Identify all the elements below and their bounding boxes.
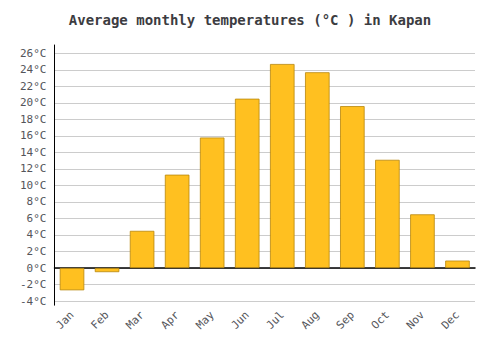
svg-text:0°C: 0°C xyxy=(27,262,47,275)
svg-text:2°C: 2°C xyxy=(27,245,47,258)
svg-text:8°C: 8°C xyxy=(27,195,47,208)
svg-text:Sep: Sep xyxy=(334,309,357,332)
svg-text:-4°C: -4°C xyxy=(20,295,47,308)
svg-text:Feb: Feb xyxy=(88,309,111,332)
svg-text:Jun: Jun xyxy=(229,309,252,332)
svg-text:10°C: 10°C xyxy=(20,179,47,192)
svg-text:-2°C: -2°C xyxy=(20,278,47,291)
svg-text:22°C: 22°C xyxy=(20,80,47,93)
svg-text:Nov: Nov xyxy=(404,308,427,331)
svg-text:20°C: 20°C xyxy=(20,96,47,109)
svg-text:24°C: 24°C xyxy=(20,63,47,76)
svg-text:Mar: Mar xyxy=(123,308,146,331)
svg-text:Aug: Aug xyxy=(299,309,322,332)
svg-text:Apr: Apr xyxy=(159,308,182,331)
svg-text:14°C: 14°C xyxy=(20,146,47,159)
svg-text:26°C: 26°C xyxy=(20,47,47,60)
svg-text:18°C: 18°C xyxy=(20,113,47,126)
svg-text:6°C: 6°C xyxy=(27,212,47,225)
svg-text:May: May xyxy=(194,308,217,331)
svg-text:Dec: Dec xyxy=(439,309,462,332)
svg-text:Oct: Oct xyxy=(369,309,392,332)
svg-text:4°C: 4°C xyxy=(27,228,47,241)
svg-text:Jan: Jan xyxy=(53,309,76,332)
svg-text:Average monthly temperatures (: Average monthly temperatures (°C ) in Ka… xyxy=(69,12,431,28)
svg-text:12°C: 12°C xyxy=(20,162,47,175)
svg-text:Jul: Jul xyxy=(264,309,287,332)
svg-text:16°C: 16°C xyxy=(20,129,47,142)
